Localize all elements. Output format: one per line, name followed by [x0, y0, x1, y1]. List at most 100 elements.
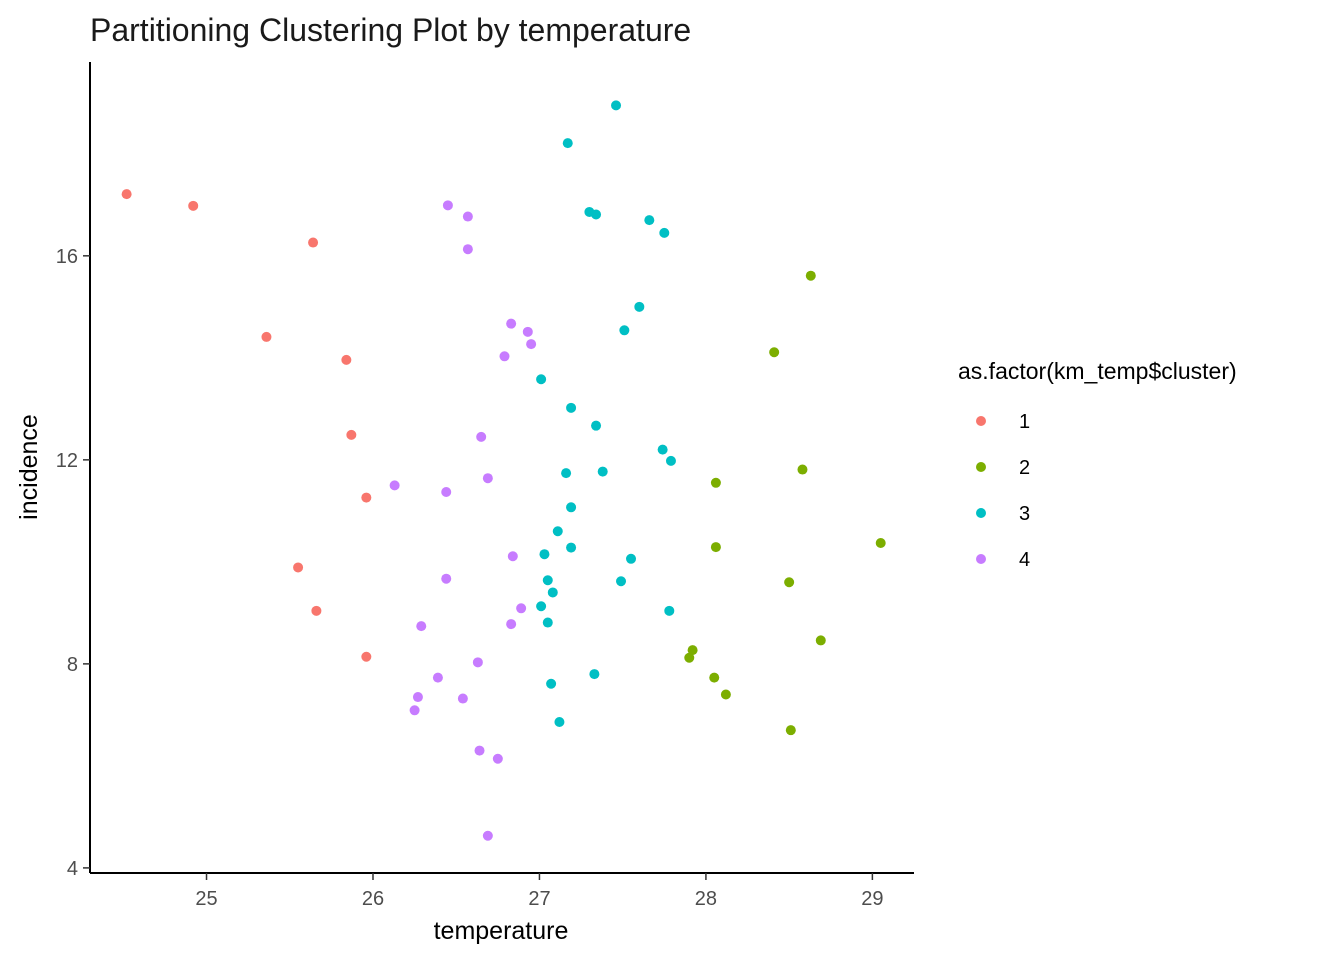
data-point-cluster-2	[805, 270, 816, 281]
data-point-cluster-3	[547, 587, 558, 598]
data-point-cluster-1	[261, 331, 272, 342]
data-point-cluster-3	[539, 549, 550, 560]
data-point-cluster-4	[516, 603, 527, 614]
data-point-cluster-4	[472, 657, 483, 668]
data-point-cluster-4	[482, 473, 493, 484]
data-point-cluster-3	[619, 325, 630, 336]
data-point-cluster-3	[659, 227, 670, 238]
data-point-cluster-4	[499, 351, 510, 362]
x-tick-label: 28	[695, 888, 717, 910]
data-point-cluster-1	[361, 492, 372, 503]
data-point-cluster-3	[591, 209, 602, 220]
legend-title: as.factor(km_temp$cluster)	[958, 358, 1237, 384]
data-point-cluster-1	[311, 605, 322, 616]
data-point-cluster-3	[591, 420, 602, 431]
y-tick-label: 8	[67, 654, 78, 676]
data-point-cluster-3	[561, 468, 572, 479]
x-tick-label: 29	[861, 888, 883, 910]
data-point-cluster-4	[462, 244, 473, 255]
data-point-cluster-3	[616, 576, 627, 587]
data-point-cluster-2	[710, 542, 721, 553]
y-tick-label: 4	[67, 858, 78, 880]
data-point-cluster-3	[536, 374, 547, 385]
data-point-cluster-4	[432, 672, 443, 683]
data-point-cluster-4	[506, 619, 517, 630]
data-point-cluster-2	[710, 477, 721, 488]
data-point-cluster-4	[457, 693, 468, 704]
data-point-cluster-3	[546, 678, 557, 689]
data-point-cluster-4	[441, 573, 452, 584]
data-point-cluster-4	[409, 705, 420, 716]
data-point-cluster-3	[657, 444, 668, 455]
y-axis-title: incidence	[15, 414, 43, 520]
data-point-cluster-1	[293, 562, 304, 573]
x-tick-label: 26	[362, 888, 384, 910]
data-point-cluster-3	[566, 402, 577, 413]
data-point-cluster-3	[566, 542, 577, 553]
plot-area: 25 26 27 28 29 4 8 12 16	[56, 62, 914, 910]
data-point-cluster-2	[784, 577, 795, 588]
data-point-cluster-3	[589, 669, 600, 680]
y-tick-label: 12	[56, 450, 78, 472]
data-point-cluster-2	[797, 464, 808, 475]
legend-label-3: 3	[1019, 503, 1030, 525]
data-point-cluster-2	[684, 652, 695, 663]
data-point-cluster-4	[526, 339, 537, 350]
data-point-cluster-3	[552, 526, 563, 537]
data-point-cluster-2	[709, 672, 720, 683]
data-point-cluster-3	[536, 601, 547, 612]
x-axis-title: temperature	[434, 917, 569, 945]
data-point-cluster-1	[188, 200, 199, 211]
data-point-cluster-4	[416, 621, 427, 632]
data-point-cluster-3	[542, 617, 553, 628]
legend-key-3	[976, 508, 986, 518]
legend-key-2	[976, 462, 986, 472]
data-point-cluster-2	[875, 537, 886, 548]
data-point-cluster-4	[462, 211, 473, 222]
x-axis-ticks: 25 26 27 28 29	[195, 873, 884, 910]
x-tick-label: 25	[195, 888, 217, 910]
data-point-cluster-3	[634, 301, 645, 312]
data-point-cluster-1	[121, 189, 132, 200]
data-point-cluster-3	[597, 466, 608, 477]
data-point-cluster-3	[644, 215, 655, 226]
legend-items: 1 2 3 4	[976, 411, 1030, 571]
data-point-cluster-1	[361, 651, 372, 662]
data-point-cluster-2	[720, 689, 731, 700]
data-point-cluster-3	[611, 100, 622, 111]
data-point-cluster-4	[389, 480, 400, 491]
legend-label-2: 2	[1019, 457, 1030, 479]
legend-label-1: 1	[1019, 411, 1030, 433]
data-point-cluster-2	[785, 725, 796, 736]
data-point-cluster-4	[522, 326, 533, 337]
legend-label-4: 4	[1019, 549, 1030, 571]
data-point-cluster-4	[507, 551, 518, 562]
data-point-cluster-2	[815, 635, 826, 646]
data-point-cluster-3	[542, 575, 553, 586]
y-axis-ticks: 4 8 12 16	[56, 246, 90, 880]
data-point-cluster-4	[482, 830, 493, 841]
data-point-cluster-2	[769, 347, 780, 358]
data-point-cluster-4	[476, 431, 487, 442]
data-point-cluster-3	[562, 138, 573, 149]
y-tick-label: 16	[56, 246, 78, 268]
legend-key-4	[976, 554, 986, 564]
data-point-cluster-2	[687, 645, 698, 656]
data-point-cluster-3	[554, 717, 565, 728]
data-point-cluster-3	[626, 553, 637, 564]
data-point-cluster-1	[346, 429, 357, 440]
data-point-cluster-4	[474, 745, 485, 756]
data-point-cluster-4	[506, 318, 517, 329]
data-point-cluster-4	[492, 753, 503, 764]
data-point-cluster-1	[341, 354, 352, 365]
data-point-cluster-1	[308, 237, 319, 248]
legend-key-1	[976, 416, 986, 426]
data-point-cluster-4	[442, 200, 453, 211]
legend: as.factor(km_temp$cluster) 1 2 3 4	[958, 358, 1237, 571]
data-points	[121, 100, 886, 841]
chart-title: Partitioning Clustering Plot by temperat…	[90, 12, 691, 48]
data-point-cluster-3	[566, 502, 577, 513]
data-point-cluster-3	[665, 455, 676, 466]
x-tick-label: 27	[528, 888, 550, 910]
